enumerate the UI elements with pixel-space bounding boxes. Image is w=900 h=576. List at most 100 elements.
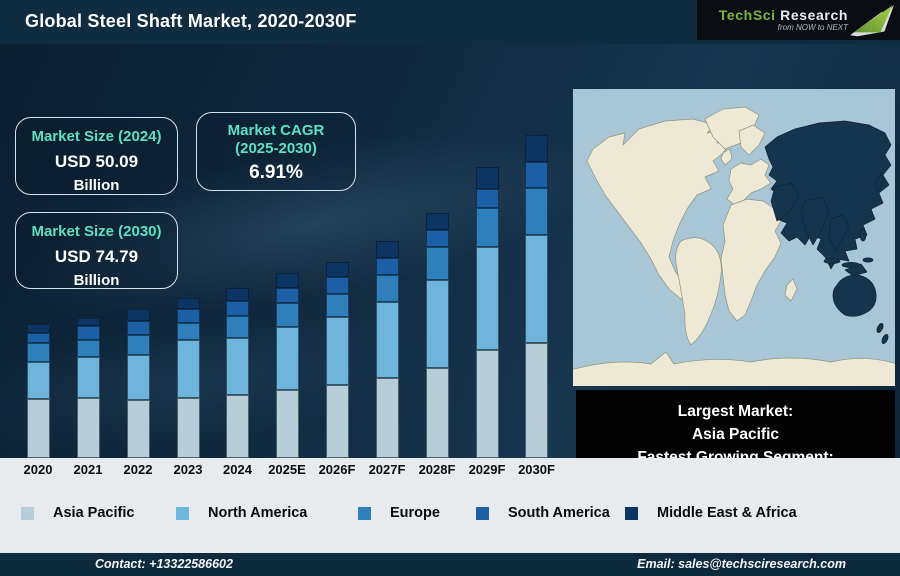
- world-map: [573, 89, 895, 386]
- bar-segment: [76, 340, 100, 357]
- logo-brand: TechSci Research: [719, 8, 848, 22]
- legend-item-asia-pacific: Asia Pacific: [21, 502, 134, 524]
- bar-segment: [375, 241, 399, 258]
- bar-segment: [176, 298, 200, 309]
- legend-label: Asia Pacific: [53, 505, 135, 521]
- info-box-title: Market CAGR (2025-2030): [227, 122, 325, 157]
- map-philippines: [859, 228, 867, 242]
- bar-segment: [26, 333, 50, 343]
- map-southeast-asia: [828, 214, 850, 252]
- bar-segment: [525, 235, 548, 343]
- legend-item-south-america: South America: [476, 502, 610, 524]
- map-indonesia: [823, 258, 841, 264]
- info-box-title: Market Size (2024): [31, 128, 162, 145]
- bar-segment: [525, 343, 548, 458]
- x-axis-label: 2026F: [318, 462, 356, 477]
- info-box-value: USD 74.79: [54, 247, 139, 266]
- bar-segment: [475, 208, 499, 247]
- bar-segment: [375, 302, 399, 378]
- bar-2030F: [525, 135, 548, 458]
- bar-segment: [325, 277, 349, 294]
- bar-2028F: [425, 213, 449, 458]
- info-box-market-size-2024: Market Size (2024) USD 50.09 Billion: [15, 117, 178, 195]
- bar-segment: [275, 390, 299, 458]
- bar-segment: [425, 368, 449, 458]
- bar-segment: [275, 273, 299, 288]
- bar-segment: [26, 324, 50, 333]
- info-box-unit: Billion: [73, 177, 120, 194]
- x-axis-label: 2030F: [518, 462, 555, 477]
- map-europe: [726, 158, 772, 206]
- bar-2025E: [275, 273, 299, 458]
- bar-segment: [525, 188, 548, 235]
- map-new-zealand: [876, 322, 884, 334]
- header-bar: Global Steel Shaft Market, 2020-2030F Te…: [0, 0, 900, 44]
- techsci-logo: TechSci Research from NOW to NEXT: [697, 0, 900, 40]
- bar-segment: [226, 395, 249, 458]
- legend-item-middle-east-africa: Middle East & Africa: [625, 502, 797, 524]
- bar-2024: [226, 288, 249, 458]
- map-land: [573, 106, 895, 386]
- bar-segment: [475, 189, 499, 208]
- bar-segment: [375, 378, 399, 458]
- bar-segment: [176, 323, 200, 340]
- info-box-title: Market Size (2030): [31, 223, 162, 240]
- bar-2021: [76, 318, 100, 458]
- map-scandinavia: [738, 124, 766, 156]
- bar-segment: [176, 340, 200, 398]
- bar-segment: [425, 213, 449, 230]
- bar-segment: [325, 385, 349, 458]
- bar-2022: [126, 309, 150, 458]
- bar-segment: [226, 338, 249, 395]
- x-axis-label: 2028F: [418, 462, 456, 477]
- legend-label: North America: [208, 505, 308, 521]
- main-panel: Market Size (2024) USD 50.09 Billion Mar…: [0, 44, 900, 458]
- bar-segment: [126, 309, 150, 321]
- bar-segment: [475, 167, 499, 189]
- bar-segment: [226, 316, 249, 338]
- legend-swatch: [358, 506, 371, 520]
- map-india: [800, 196, 830, 246]
- map-highlight-asia-pacific: [764, 120, 892, 345]
- bar-segment: [375, 258, 399, 275]
- legend-item-europe: Europe: [358, 502, 440, 524]
- logo-brand-part1: TechSci: [718, 7, 776, 23]
- map-antarctica: [573, 351, 895, 386]
- info-box-market-cagr: Market CAGR (2025-2030) 6.91%: [196, 112, 356, 191]
- map-new-zealand: [881, 333, 889, 345]
- info-box-value: 6.91%: [249, 162, 303, 183]
- bar-segment: [475, 247, 499, 350]
- bar-segment: [525, 162, 548, 188]
- logo-tagline: from NOW to NEXT: [777, 23, 848, 32]
- bar-segment: [76, 398, 100, 458]
- bar-segment: [226, 301, 249, 316]
- page-title: Global Steel Shaft Market, 2020-2030F: [25, 11, 357, 31]
- logo-text: TechSci Research from NOW to NEXT: [719, 8, 848, 32]
- legend: Asia Pacific North America Europe South Ame…: [0, 502, 900, 526]
- bar-segment: [375, 275, 399, 302]
- map-north-america: [586, 118, 732, 300]
- highlight-line: Asia Pacific: [691, 426, 780, 443]
- bar-segment: [325, 317, 349, 385]
- bar-segment: [275, 303, 299, 327]
- bar-2020: [26, 324, 50, 458]
- bar-segment: [275, 327, 299, 390]
- legend-item-north-america: North America: [176, 502, 307, 524]
- bar-segment: [76, 357, 100, 398]
- highlight-box: Largest Market: Asia Pacific Fastest Gro…: [576, 390, 895, 458]
- map-madagascar: [784, 278, 798, 302]
- x-axis-label: 2029F: [468, 462, 506, 477]
- legend-label: Europe: [390, 505, 440, 521]
- bar-2023: [176, 298, 200, 458]
- bar-segment: [475, 350, 499, 458]
- info-box-value: USD 50.09: [54, 152, 139, 171]
- map-japan: [874, 174, 884, 192]
- bar-segment: [176, 398, 200, 458]
- highlight-line: Fastest Growing Segment:: [637, 449, 834, 458]
- bar-segment: [425, 247, 449, 280]
- bar-segment: [226, 288, 249, 301]
- bar-segment: [26, 362, 50, 399]
- info-box-market-size-2030: Market Size (2030) USD 74.79 Billion: [15, 212, 178, 289]
- bar-segment: [275, 288, 299, 303]
